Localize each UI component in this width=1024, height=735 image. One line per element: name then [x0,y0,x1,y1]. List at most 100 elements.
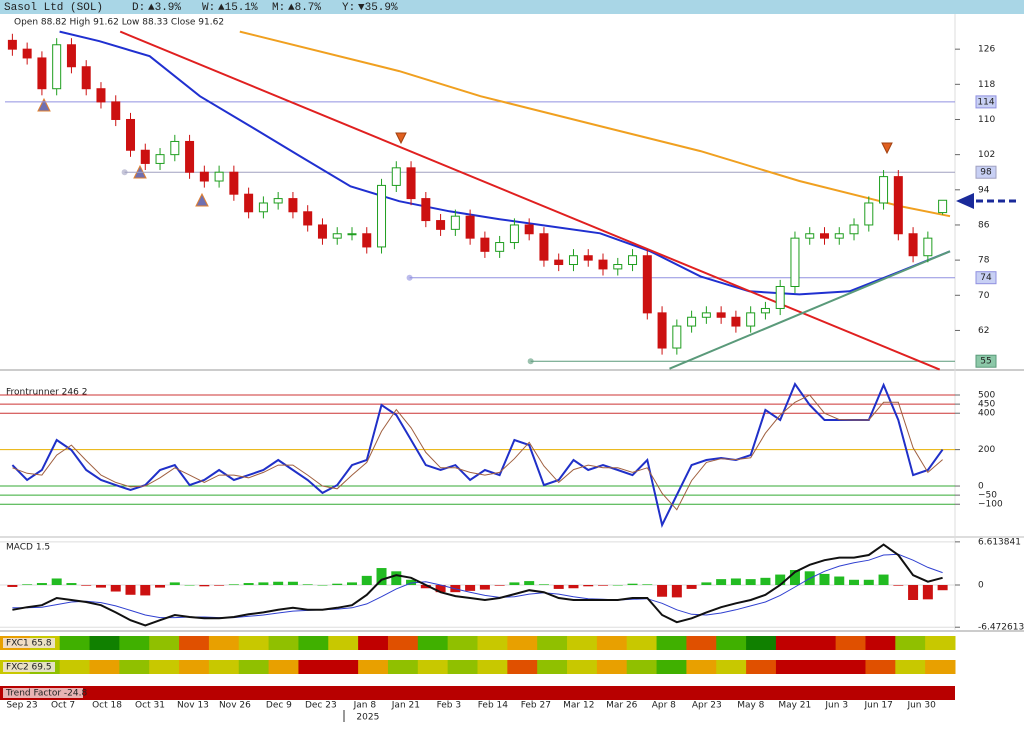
heat-cell [477,660,508,674]
candle-body [244,193,254,213]
histogram-bar [686,585,697,589]
y-tick-label: 400 [978,409,995,419]
heat-cell [716,660,747,674]
candle-body [583,255,593,261]
heat-cell [298,636,329,650]
x-tick-label: Dec 9 [266,701,292,711]
indicator-line [11,382,944,528]
candle-body [642,255,652,314]
sell-signal [395,132,407,145]
candle-body [185,140,195,173]
candle-body [834,233,844,239]
level-label: 55 [980,357,991,367]
histogram-bar [583,585,594,587]
candle-body [687,316,697,327]
histogram-bar [494,585,505,586]
candle-body [406,167,416,200]
candle-body [66,44,76,68]
trend-band [0,686,955,700]
heat-cell [119,660,150,674]
candle-body [258,202,268,213]
level-anchor [527,358,534,365]
x-tick-label: Jan 21 [391,701,420,711]
histogram-bar [406,579,417,585]
heat-cell [775,636,807,650]
heat-cell [567,636,598,650]
heat-cell [686,636,717,650]
heat-cell [507,660,538,674]
candle-body [96,88,106,103]
histogram-bar [598,585,609,586]
histogram-bar [612,585,623,586]
histogram-bar [863,579,874,585]
candle-body [362,233,372,248]
histogram-bar [716,579,727,585]
histogram-bar [7,585,18,587]
histogram-bar [376,568,387,585]
histogram-bar [671,585,682,598]
heat-cell [328,636,359,650]
heat-cell [686,660,717,674]
x-tick-label: Jun 30 [906,701,936,711]
heat-cell [805,636,837,650]
candle-body [613,264,623,270]
x-tick-label: Dec 23 [305,701,337,711]
heat-cell [387,636,419,650]
candle-body [554,259,564,266]
heat-cell [59,660,91,674]
histogram-bar [760,577,771,585]
histogram-bar [110,585,121,592]
candle-body [672,325,682,349]
header-bar [0,0,1024,14]
heat-cell [596,636,628,650]
panel-title: Trend Factor -24.8 [5,689,87,699]
heat-cell [358,660,389,674]
candle-body [524,224,534,235]
x-tick-label: Feb 27 [521,701,551,711]
histogram-bar [730,578,741,585]
x-tick-label: Oct 18 [92,701,122,711]
candle-body [421,198,431,222]
candle-body [509,224,519,244]
moving-average [59,30,951,296]
histogram-bar [332,583,343,585]
buy-signal [37,97,51,112]
heat-cell [835,636,866,650]
candle-body [775,285,785,309]
candle-body [170,140,180,156]
candle-body [879,176,889,204]
x-tick-label: May 21 [778,701,811,711]
heat-cell [119,636,150,650]
x-tick-label: Sep 23 [6,701,37,711]
histogram-bar [922,585,933,600]
heat-cell [596,660,628,674]
heat-cell [716,636,747,650]
histogram-bar [273,581,284,585]
y-tick-label: 0 [978,581,984,591]
candle-body [155,154,165,164]
histogram-bar [317,585,328,586]
histogram-bar [95,585,106,588]
histogram-bar [346,582,357,585]
y-tick-label: 6.613841 [978,537,1021,547]
panel-title: MACD 1.5 [6,543,50,553]
histogram-bar [878,574,889,585]
candle-body [450,215,460,230]
candle-body [140,149,150,164]
buy-signal [195,192,209,207]
level-anchor [406,274,413,281]
candle-body [81,66,91,90]
label-box [3,662,55,672]
heat-cell [59,636,91,650]
candle-body [938,199,948,214]
level-label: 74 [980,273,992,283]
stat-value: ▲15.1% [218,2,258,14]
histogram-bar [701,582,712,585]
histogram-bar [789,570,800,585]
candle-body [273,198,283,204]
histogram-bar [657,585,668,597]
heat-cell [208,660,240,674]
candle-body [716,312,726,318]
histogram-bar [287,581,298,585]
